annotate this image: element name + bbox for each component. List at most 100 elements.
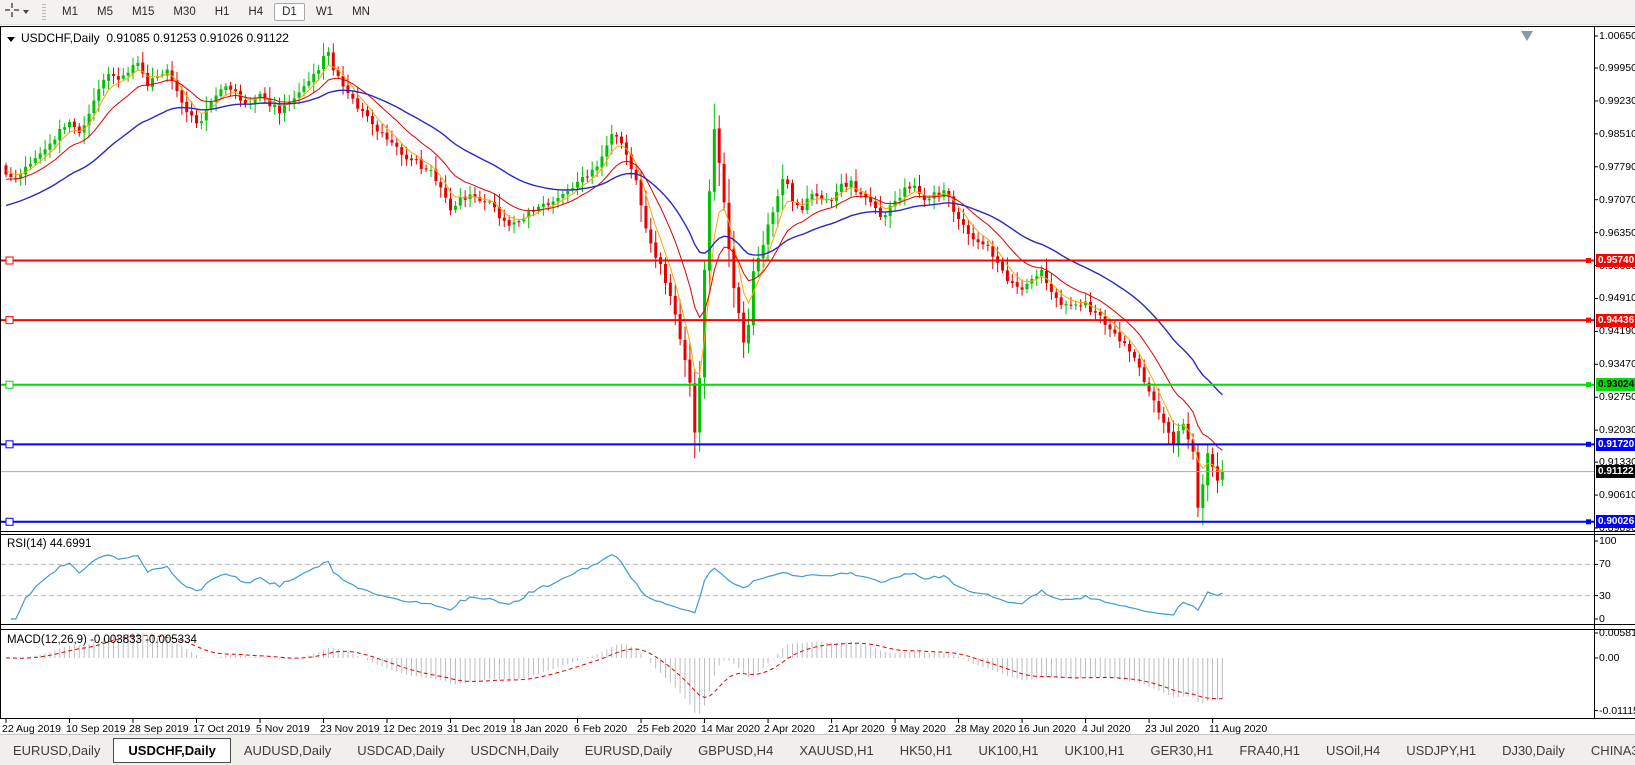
- date-tick-label: 21 Apr 2020: [828, 723, 885, 735]
- timeframe-button-D1[interactable]: D1: [274, 3, 305, 21]
- line-handle-icon: [1586, 519, 1591, 525]
- toolbar-grip[interactable]: [42, 4, 46, 20]
- rsi-tick-label: 100: [1599, 535, 1617, 547]
- date-tick-label: 31 Dec 2019: [447, 723, 507, 735]
- rsi-tick-label: 30: [1599, 590, 1611, 602]
- chart-tab-EURUSD-Daily[interactable]: EURUSD,Daily: [13, 742, 101, 758]
- date-tick-label: 22 Aug 2019: [2, 723, 61, 735]
- price-tick-label: 0.96350: [1599, 227, 1635, 239]
- chevron-down-icon: [23, 10, 29, 14]
- candlestick-series: [4, 42, 1224, 526]
- price-tick-label: 0.90610: [1599, 489, 1635, 501]
- macd-tick-label: -0.011151: [1599, 705, 1635, 717]
- price-tick-label: 0.99230: [1599, 95, 1635, 107]
- level-price-badge: 0.91720: [1596, 438, 1635, 451]
- chart-tab-AUDUSD-Daily[interactable]: AUDUSD,Daily: [243, 742, 332, 758]
- rsi-tick-label: 70: [1599, 558, 1611, 570]
- date-tick-label: 2 Apr 2020: [764, 723, 815, 735]
- price-tick-label: 0.92030: [1599, 424, 1635, 436]
- date-tick-label: 9 May 2020: [891, 723, 946, 735]
- timeframe-buttons: M1 M5 M15 M30 H1 H4 D1 W1 MN: [54, 3, 381, 21]
- date-tick-label: 17 Oct 2019: [193, 723, 251, 735]
- timeframe-button-W1[interactable]: W1: [315, 6, 334, 18]
- line-handle-icon[interactable]: [5, 316, 14, 325]
- chart-tab-GBPUSD-H4[interactable]: GBPUSD,H4: [698, 742, 774, 758]
- timeframe-button-M30[interactable]: M30: [173, 6, 196, 18]
- level-price-badge: 0.93024: [1596, 378, 1635, 391]
- price-tick-label: 0.97070: [1599, 194, 1635, 206]
- date-tick-label: 23 Nov 2019: [320, 723, 380, 735]
- chart-tab-USDCAD-Daily[interactable]: USDCAD,Daily: [357, 742, 445, 758]
- price-tick-label: 1.00650: [1599, 30, 1635, 42]
- level-price-badge: 0.90026: [1596, 515, 1635, 528]
- date-tick-label: 14 Mar 2020: [701, 723, 760, 735]
- moving-average-34[interactable]: [5, 89, 1223, 396]
- timeframe-toolbar: M1 M5 M15 M30 H1 H4 D1 W1 MN: [0, 0, 1635, 25]
- line-handle-icon: [1586, 441, 1591, 447]
- level-price-badge: 0.94436: [1596, 314, 1635, 327]
- date-tick-label: 11 Aug 2020: [1209, 723, 1268, 735]
- chart-title-ohlc: 0.91085 0.91253 0.91026 0.91122: [106, 31, 289, 45]
- date-tick-label: 6 Feb 2020: [574, 723, 628, 735]
- timeframe-button-M1[interactable]: M1: [62, 6, 78, 18]
- price-tick-label: 0.98510: [1599, 128, 1635, 140]
- chart-tab-UK100-H1[interactable]: UK100,H1: [978, 742, 1039, 758]
- macd-tick-label: 0.005818: [1599, 627, 1635, 639]
- crosshair-icon: [5, 2, 19, 22]
- chart-tab-DJ30-Daily[interactable]: DJ30,Daily: [1502, 742, 1565, 758]
- moving-average-13[interactable]: [5, 77, 1223, 451]
- chart-tab-FRA40-H1[interactable]: FRA40,H1: [1239, 742, 1301, 758]
- macd-indicator-label: MACD(12,26,9) -0.003833 -0.005334: [7, 634, 197, 646]
- date-tick-label: 4 Jul 2020: [1082, 723, 1131, 735]
- price-tick-label: 0.97790: [1599, 161, 1635, 173]
- date-tick-label: 18 Jan 2020: [510, 723, 568, 735]
- chart-tab-HK50-H1[interactable]: HK50,H1: [899, 742, 953, 758]
- timeframe-button-M15[interactable]: M15: [131, 6, 155, 18]
- date-tick-label: 28 Sep 2019: [129, 723, 189, 735]
- chart-menu-caret-icon[interactable]: [7, 37, 15, 42]
- line-handle-icon: [1586, 317, 1591, 323]
- chart-tab-USDJPY-H1[interactable]: USDJPY,H1: [1406, 742, 1477, 758]
- price-tick-label: 0.92750: [1599, 391, 1635, 403]
- date-tick-label: 25 Feb 2020: [637, 723, 696, 735]
- chart-tab-bar: EURUSD,Daily USDCHF,Daily AUDUSD,Daily USDC…: [0, 734, 1635, 765]
- macd-signal-line: [6, 634, 1223, 700]
- chart-tab-CHINA300-H1[interactable]: CHINA300,H1: [1590, 742, 1635, 758]
- date-tick-label: 12 Dec 2019: [383, 723, 443, 735]
- crosshair-tool-button[interactable]: [2, 2, 32, 23]
- price-tick-label: 0.94190: [1599, 325, 1635, 337]
- timeframe-button-M5[interactable]: M5: [96, 6, 113, 18]
- current-price-badge: 0.91122: [1596, 465, 1635, 478]
- rsi-tick-label: 0: [1599, 613, 1605, 625]
- price-tick-label: 0.94910: [1599, 292, 1635, 304]
- line-handle-icon[interactable]: [5, 256, 14, 265]
- rsi-line: [10, 554, 1223, 620]
- chart-tab-XAUUSD-H1[interactable]: XAUUSD,H1: [799, 742, 874, 758]
- line-handle-icon[interactable]: [5, 440, 14, 449]
- timeframe-button-MN[interactable]: MN: [352, 6, 370, 18]
- chart-tab-GER30-H1[interactable]: GER30,H1: [1150, 742, 1214, 758]
- chart-title: USDCHF,Daily 0.91085 0.91253 0.91026 0.9…: [7, 31, 289, 45]
- line-handle-icon: [1586, 382, 1591, 388]
- date-tick-label: 28 May 2020: [955, 723, 1016, 735]
- timeframe-button-H1[interactable]: H1: [214, 6, 230, 18]
- macd-tick-label: 0.00: [1599, 652, 1620, 664]
- chart-tab-UK100-H1[interactable]: UK100,H1: [1064, 742, 1125, 758]
- timeframe-button-H4[interactable]: H4: [248, 6, 264, 18]
- price-tick-label: 0.99950: [1599, 62, 1635, 74]
- chart-tab-USDCHF-Daily[interactable]: USDCHF,Daily: [113, 737, 231, 763]
- date-tick-label: 10 Sep 2019: [66, 723, 126, 735]
- chart-tab-USOil-H4[interactable]: USOil,H4: [1326, 742, 1381, 758]
- line-handle-icon[interactable]: [5, 380, 14, 389]
- moving-average-5[interactable]: [5, 64, 1223, 471]
- date-tick-label: 5 Nov 2019: [256, 723, 310, 735]
- chart-title-symbol: USDCHF,Daily: [21, 31, 100, 45]
- chart-tab-EURUSD-Daily[interactable]: EURUSD,Daily: [584, 742, 673, 758]
- chart-tab-USDCNH-Daily[interactable]: USDCNH,Daily: [470, 742, 559, 758]
- line-handle-icon[interactable]: [5, 517, 14, 526]
- date-tick-label: 23 Jul 2020: [1145, 723, 1200, 735]
- chart-shift-marker-icon[interactable]: [1521, 31, 1533, 41]
